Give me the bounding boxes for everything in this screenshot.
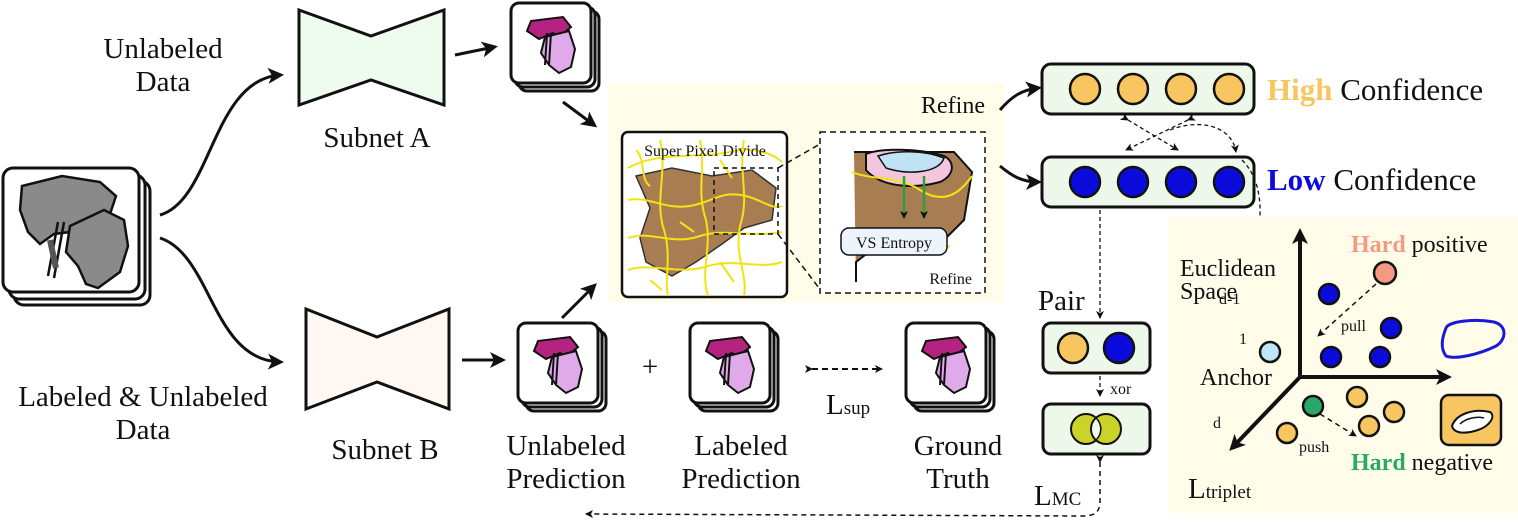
l-mc-label: LMC	[1034, 480, 1081, 512]
anchor-point	[1258, 340, 1282, 364]
subnet-a-prediction-icon	[509, 1, 601, 93]
ground-truth-label-line2: Truth	[926, 463, 990, 495]
push-arrow	[1319, 413, 1357, 437]
zoom-line-top	[777, 143, 821, 169]
hard-positive-label: Hard positive	[1351, 232, 1488, 258]
labeled-unlabeled-data-label-line1: Labeled & Unlabeled	[18, 381, 268, 413]
arrow-low-to-embedding	[1241, 159, 1263, 239]
low-confidence-label: Low Confidence	[1267, 162, 1476, 197]
high-confidence-label: High Confidence	[1267, 72, 1483, 107]
positive-point-2	[1379, 316, 1403, 340]
blue-contour	[1440, 318, 1506, 359]
positive-point-4	[1368, 345, 1392, 369]
negative-point-3	[1357, 414, 1381, 438]
hard-negative-point	[1301, 394, 1325, 418]
pair-label: Pair	[1038, 285, 1085, 317]
positive-point-1	[1317, 282, 1341, 306]
input-image-stack	[1, 166, 152, 307]
negative-point-2	[1382, 400, 1406, 424]
axis-d1-label: d-1	[1219, 291, 1240, 308]
liver-icon	[18, 174, 130, 290]
inner-refine-label: Refine	[929, 271, 972, 288]
labeled-unlabeled-data-label-line2: Data	[116, 414, 171, 446]
subnet-a-label: Subnet A	[323, 122, 430, 154]
arrow-unlabeled-pred-to-refine	[560, 283, 597, 320]
labeled-prediction-icon	[688, 321, 780, 413]
subnet-b-shape	[304, 306, 451, 412]
arrow-to-refine-from-a	[562, 100, 598, 128]
euclidean-label-line2: Space	[1180, 279, 1237, 305]
labeled-prediction-label-line1: Labeled	[694, 430, 788, 462]
ground-truth-label-line1: Ground	[914, 430, 1003, 462]
axis-diagonal	[1229, 375, 1302, 451]
refine-title: Refine	[921, 93, 985, 119]
l-triplet-label: Ltriplet	[1188, 473, 1252, 505]
superpixel-label: Super Pixel Divide	[644, 143, 766, 160]
axis-d-label: d	[1213, 415, 1221, 432]
subnet-a-shape	[297, 7, 446, 108]
high-confidence-row	[1040, 62, 1256, 116]
anchor-label: Anchor	[1200, 365, 1272, 391]
pull-arrow	[1317, 283, 1377, 337]
ground-truth-icon	[904, 321, 996, 413]
axis-1-label: 1	[1239, 331, 1247, 348]
push-label: push	[1299, 439, 1329, 456]
arrow-refine-to-high	[998, 81, 1042, 111]
unlabeled-prediction-label-line2: Prediction	[506, 463, 626, 495]
pair-box	[1041, 321, 1152, 375]
confidence-cross-links	[1119, 112, 1239, 153]
superpixel-box: Super Pixel Divide	[620, 130, 789, 299]
arrow-subnet-a-to-output	[454, 41, 498, 58]
l-sup-label: Lsup	[826, 389, 870, 421]
subnet-b-label: Subnet B	[331, 434, 438, 466]
xor-label: xor	[1110, 381, 1132, 398]
plus-sign: +	[642, 351, 658, 383]
liver-thumbnail-icon	[1439, 393, 1503, 447]
hard-positive-point	[1372, 260, 1398, 286]
branch-arrow-to-subnet-b	[159, 236, 284, 370]
arrow-refine-to-low	[999, 164, 1042, 190]
vs-entropy-label: VS Entropy	[856, 235, 932, 252]
positive-point-3	[1319, 345, 1343, 369]
branch-arrow-to-subnet-a	[159, 67, 284, 217]
euclidean-label-line1: Euclidean	[1180, 256, 1276, 282]
labeled-prediction-label-line2: Prediction	[681, 463, 801, 495]
negative-point-1	[1345, 385, 1369, 409]
low-confidence-row	[1040, 155, 1256, 209]
refine-panel: Refine Super Pixel Divide	[608, 84, 1004, 302]
refine-zoom-box: VS Entropy Refine	[819, 131, 986, 294]
unlabeled-prediction-icon	[516, 321, 608, 413]
pull-label: pull	[1341, 318, 1366, 335]
unlabeled-prediction-label-line1: Unlabeled	[506, 430, 626, 462]
unlabeled-data-label-line1: Unlabeled	[103, 33, 223, 65]
hard-negative-label: Hard negative	[1351, 450, 1493, 476]
embedding-panel: Euclidean Space d-1 1 d Hard positive pu…	[1168, 217, 1518, 513]
zoom-line-bottom	[777, 233, 823, 293]
xor-box	[1041, 402, 1152, 456]
unlabeled-data-label-line2: Data	[136, 66, 191, 98]
l-mc-feedback-arrow	[585, 455, 1104, 519]
negative-point-4	[1275, 421, 1299, 445]
